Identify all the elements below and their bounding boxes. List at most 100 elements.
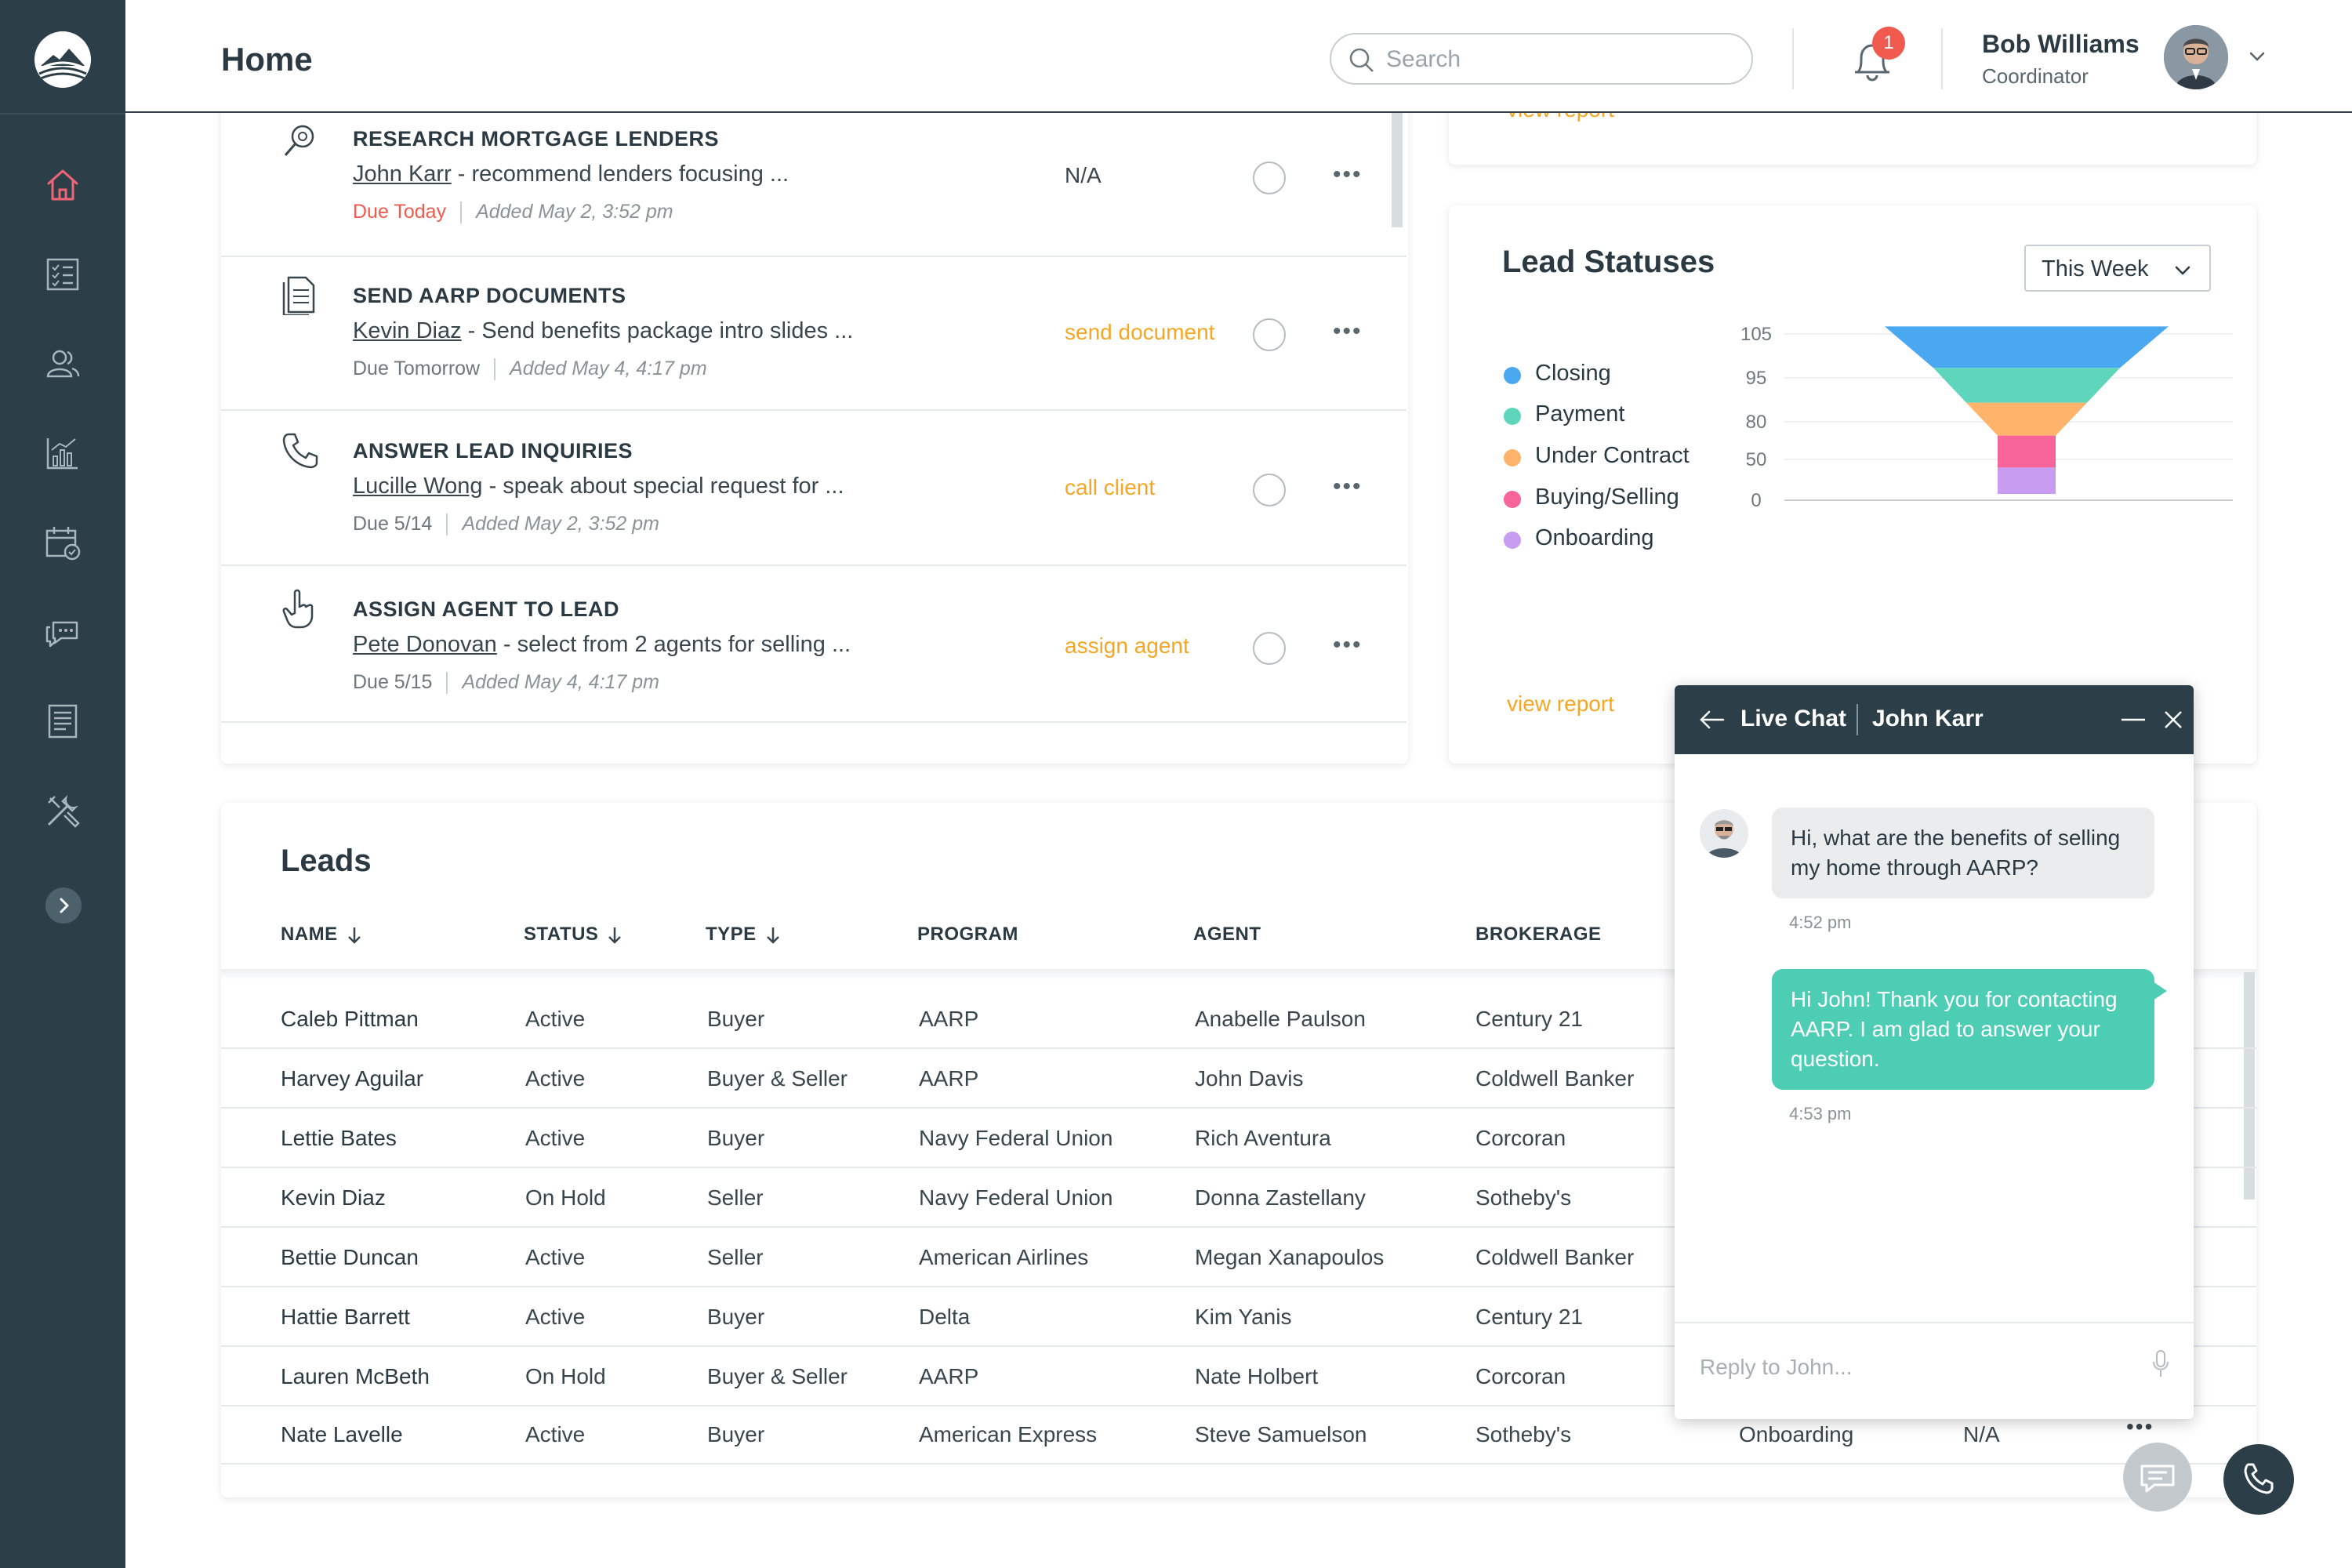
column-header-agent[interactable]: AGENT <box>1193 924 1261 945</box>
funnel-stage-payment[interactable] <box>1933 368 2120 403</box>
cell-type: Buyer <box>707 1305 765 1329</box>
task-person-link[interactable]: Kevin Diaz <box>353 318 462 343</box>
column-header-brokerage[interactable]: BROKERAGE <box>1475 924 1602 945</box>
task-person-link[interactable]: Pete Donovan <box>353 632 497 657</box>
calendar-icon <box>45 527 81 561</box>
cell-program: American Express <box>919 1422 1098 1446</box>
minimize-icon[interactable] <box>2122 718 2145 721</box>
cell-agent: Anabelle Paulson <box>1195 1007 1366 1031</box>
table-row[interactable]: Nate Lavelle Active Buyer American Express S… <box>221 1405 2256 1465</box>
avatar[interactable] <box>2164 25 2228 89</box>
sort-down-icon <box>347 927 361 944</box>
chat-fab-button[interactable] <box>2123 1443 2192 1512</box>
app-logo[interactable] <box>34 31 91 88</box>
column-header-status[interactable]: STATUS <box>524 924 622 946</box>
call-fab-button[interactable] <box>2223 1444 2294 1515</box>
period-select[interactable]: This Week <box>2024 245 2211 292</box>
cell-brokerage: Corcoran <box>1475 1364 1566 1388</box>
task-title: ANSWER LEAD INQUIRIES <box>353 439 633 463</box>
search-input[interactable] <box>1386 44 1731 75</box>
chat-message-incoming: Hi, what are the benefits of selling my … <box>1772 808 2154 898</box>
cell-program: AARP <box>919 1066 979 1091</box>
view-report-link[interactable]: view report <box>1507 691 1614 716</box>
tools-icon <box>47 795 80 828</box>
microphone-icon[interactable] <box>2151 1348 2170 1380</box>
table-row[interactable]: Hattie Barrett Active Buyer Delta Kim Yanis C… <box>221 1287 2256 1347</box>
leads-scrollbar[interactable] <box>2244 972 2255 1200</box>
task-added: Added May 4, 4:17 pm <box>510 358 707 379</box>
funnel-stage-closing[interactable] <box>1885 326 2169 368</box>
chat-reply-input[interactable] <box>1700 1352 2139 1383</box>
tasks-scrollbar[interactable] <box>1392 86 1403 227</box>
task-meta: Due Tomorrow Added May 4, 4:17 pm <box>353 358 707 381</box>
task-action-link[interactable]: assign agent <box>1065 633 1189 658</box>
cell-type: Buyer <box>707 1126 765 1150</box>
back-arrow-icon[interactable] <box>1698 709 1725 731</box>
task-person-link[interactable]: John Karr <box>353 162 452 187</box>
task-more-button[interactable]: ••• <box>1333 474 1363 499</box>
user-name[interactable]: Bob Williams <box>1982 30 2140 58</box>
chat-contact-name: John Karr <box>1872 706 1984 731</box>
table-row[interactable]: Lettie Bates Active Buyer Navy Federal Unio… <box>221 1109 2256 1168</box>
task-complete-checkbox[interactable] <box>1253 162 1286 194</box>
funnel-stage-under-contract[interactable] <box>1966 402 2087 436</box>
close-icon[interactable] <box>2164 710 2183 729</box>
table-row[interactable]: Caleb Pittman Active Buyer AARP Anabelle Pau… <box>221 989 2256 1049</box>
funnel-chart: 105 95 80 50 0 <box>1740 324 2233 511</box>
task-action-link[interactable]: call client <box>1065 475 1156 499</box>
sidebar-item-documents[interactable] <box>44 702 82 740</box>
cell-program: Navy Federal Union <box>919 1126 1113 1150</box>
task-more-button[interactable]: ••• <box>1333 318 1363 344</box>
y-tick-label: 0 <box>1751 490 1761 511</box>
task-complete-checkbox[interactable] <box>1253 474 1286 506</box>
task-action-link[interactable]: send document <box>1065 320 1215 344</box>
period-select-value: This Week <box>2042 256 2149 281</box>
task-item[interactable]: ASSIGN AGENT TO LEAD Pete Donovan - sele… <box>221 566 1406 723</box>
lead-statuses-title: Lead Statuses <box>1502 245 1715 279</box>
task-more-button[interactable]: ••• <box>1333 632 1363 658</box>
task-due: Due 5/14 <box>353 513 433 535</box>
sidebar-item-tasks[interactable] <box>44 256 82 293</box>
sidebar-item-tools[interactable] <box>44 792 82 829</box>
cell-brokerage: Corcoran <box>1475 1126 1566 1150</box>
sidebar-expand-button[interactable] <box>45 887 82 924</box>
cell-status: Active <box>525 1126 586 1150</box>
notification-badge: 1 <box>1872 27 1905 60</box>
task-due: Due Tomorrow <box>353 358 481 379</box>
cell-type: Buyer <box>707 1422 765 1446</box>
table-row[interactable]: Lauren McBeth On Hold Buyer & Seller AARP Na… <box>221 1347 2256 1406</box>
task-title: RESEARCH MORTGAGE LENDERS <box>353 127 720 151</box>
task-item[interactable]: ANSWER LEAD INQUIRIES Lucille Wong - spe… <box>221 411 1406 566</box>
column-header-name[interactable]: NAME <box>281 924 361 946</box>
sidebar-item-home[interactable] <box>44 166 82 204</box>
column-header-type[interactable]: TYPE <box>706 924 780 946</box>
column-header-program[interactable]: PROGRAM <box>917 924 1018 945</box>
sidebar-item-reports[interactable] <box>44 434 82 472</box>
task-person-link[interactable]: Lucille Wong <box>353 474 483 499</box>
funnel-stage-buying-selling[interactable] <box>1998 435 2056 468</box>
checklist-icon <box>46 258 79 291</box>
table-row[interactable]: Harvey Aguilar Active Buyer & Seller AARP Jo… <box>221 1049 2256 1109</box>
table-row[interactable]: Kevin Diaz On Hold Seller Navy Federal Unio… <box>221 1168 2256 1228</box>
cell-program: AARP <box>919 1007 979 1031</box>
task-more-button[interactable]: ••• <box>1333 162 1363 187</box>
search-box[interactable] <box>1330 33 1753 85</box>
task-description: Kevin Diaz - Send benefits package intro… <box>353 318 854 343</box>
phone-icon <box>2244 1463 2274 1494</box>
table-row[interactable]: Bettie Duncan Active Seller American Airlin… <box>221 1228 2256 1287</box>
sidebar-item-calendar[interactable] <box>44 524 82 561</box>
sidebar-divider <box>0 113 125 114</box>
sidebar-item-contacts[interactable] <box>44 345 82 383</box>
cell-status: Active <box>525 1305 586 1329</box>
task-due: Due 5/15 <box>353 671 433 693</box>
document-icon <box>282 276 315 315</box>
task-complete-checkbox[interactable] <box>1253 318 1286 351</box>
cell-name: Bettie Duncan <box>281 1245 419 1269</box>
sidebar-item-messages[interactable] <box>44 613 82 651</box>
task-description: Lucille Wong - speak about special reque… <box>353 474 844 499</box>
task-item[interactable]: SEND AARP DOCUMENTS Kevin Diaz - Send be… <box>221 257 1406 411</box>
task-complete-checkbox[interactable] <box>1253 632 1286 665</box>
funnel-stage-onboarding[interactable] <box>1998 467 2056 494</box>
chevron-down-icon[interactable] <box>2247 49 2267 64</box>
task-item[interactable]: RESEARCH MORTGAGE LENDERS John Karr - re… <box>221 86 1406 257</box>
